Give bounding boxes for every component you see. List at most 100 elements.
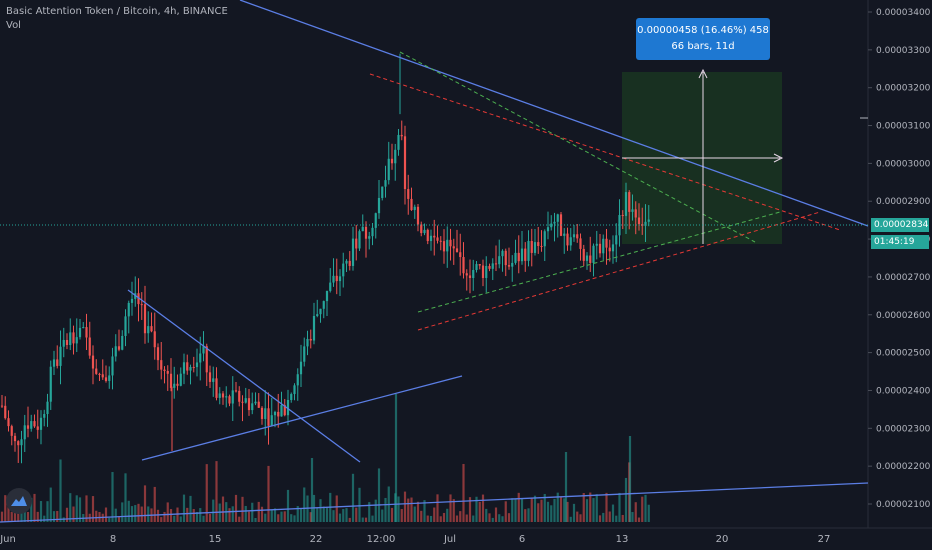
volume-bar: [572, 503, 576, 522]
volume-bar: [514, 498, 517, 522]
volume-bar: [286, 489, 290, 522]
candle-body: [234, 390, 238, 392]
volume-bar: [504, 501, 507, 522]
volume-label[interactable]: Vol: [6, 20, 21, 31]
candle-body: [186, 362, 189, 371]
volume-bar: [173, 515, 176, 522]
volume-bar: [563, 498, 566, 522]
candle-body: [277, 411, 280, 417]
volume-bar: [52, 511, 56, 522]
volume-bar: [485, 508, 488, 522]
candle-body: [342, 263, 345, 277]
candle-body: [637, 217, 641, 225]
volume-bar: [511, 498, 514, 522]
volume-bar: [49, 487, 52, 522]
volume-spike: [628, 436, 632, 522]
candle-body: [589, 255, 592, 263]
symbol-title[interactable]: Basic Attention Token / Bitcoin, 4h, BIN…: [6, 6, 228, 17]
candle-body: [309, 338, 312, 341]
volume-bar: [121, 502, 124, 522]
volume-bar: [91, 496, 95, 522]
volume-bar: [33, 493, 36, 522]
x-tick-label: 27: [818, 534, 831, 545]
volume-bar: [85, 495, 88, 522]
volume-bar: [36, 511, 39, 522]
candle-body: [543, 231, 546, 247]
tradingview-logo-icon[interactable]: [6, 488, 32, 514]
volume-bar: [491, 517, 494, 522]
candle-body: [218, 393, 221, 398]
volume-bar: [621, 514, 624, 522]
volume-bar: [124, 473, 127, 522]
candle-body: [550, 223, 553, 228]
volume-bar: [303, 487, 306, 522]
candle-body: [4, 405, 7, 419]
volume-bar: [624, 477, 628, 522]
volume-bar: [140, 506, 143, 522]
current-price-tag: 0.00002834: [871, 218, 929, 232]
candle-body: [69, 332, 72, 345]
candle-body: [410, 198, 413, 211]
candle-body: [17, 441, 20, 446]
candle-body: [251, 403, 254, 411]
candle-body: [329, 282, 332, 291]
candle-body: [595, 243, 598, 246]
y-tick-label: 0.00003000: [876, 159, 931, 169]
candle-body: [563, 233, 566, 236]
x-tick-label: 20: [716, 534, 729, 545]
candle-body: [98, 373, 101, 375]
candle-body: [179, 373, 182, 386]
candle-body: [579, 238, 582, 249]
candle-body: [585, 255, 589, 261]
volume-bar: [319, 499, 322, 522]
volume-bar: [397, 496, 400, 522]
candle-body: [49, 366, 52, 402]
candle-body: [332, 275, 335, 283]
candle-body: [553, 221, 556, 224]
volume-bar: [602, 512, 605, 522]
volume-bar: [72, 506, 75, 522]
candle-body: [43, 414, 46, 418]
candle-body: [75, 337, 78, 344]
candle-body: [452, 246, 455, 249]
candle-body: [397, 134, 400, 150]
candle-body: [173, 383, 176, 388]
candle-body: [166, 370, 169, 374]
candle-body: [85, 327, 88, 338]
volume-bar: [43, 515, 46, 522]
candle-body: [95, 368, 98, 374]
volume-bar: [641, 496, 644, 522]
volume-bar: [345, 508, 348, 522]
candle-body: [260, 407, 264, 419]
volume-bar: [426, 515, 429, 522]
volume-bar: [254, 517, 257, 522]
volume-bar: [10, 511, 13, 522]
volume-bar: [325, 506, 329, 522]
volume-bar: [322, 506, 325, 522]
volume-bar: [277, 514, 280, 522]
candle-body: [390, 158, 394, 164]
candle-body: [46, 401, 49, 415]
volume-bar: [442, 512, 446, 522]
volume-bar: [247, 511, 251, 522]
candle-body: [62, 339, 65, 347]
volume-bar: [459, 511, 462, 522]
volume-bar: [205, 464, 208, 522]
candle-body: [465, 273, 468, 276]
volume-bar: [413, 506, 416, 522]
volume-bar: [134, 505, 137, 522]
candle-body: [147, 326, 150, 334]
candle-body: [439, 240, 442, 242]
trendline-volume-base: [0, 482, 869, 523]
volume-bar: [351, 473, 355, 522]
candle-body: [124, 316, 127, 336]
volume-bar: [30, 497, 33, 522]
y-tick-label: 0.00002900: [876, 197, 931, 207]
volume-bar: [595, 494, 598, 522]
candle-body: [189, 367, 192, 371]
candle-body: [582, 248, 585, 261]
candle-body: [316, 314, 319, 316]
volume-bar: [452, 499, 455, 522]
candle-body: [286, 399, 290, 416]
